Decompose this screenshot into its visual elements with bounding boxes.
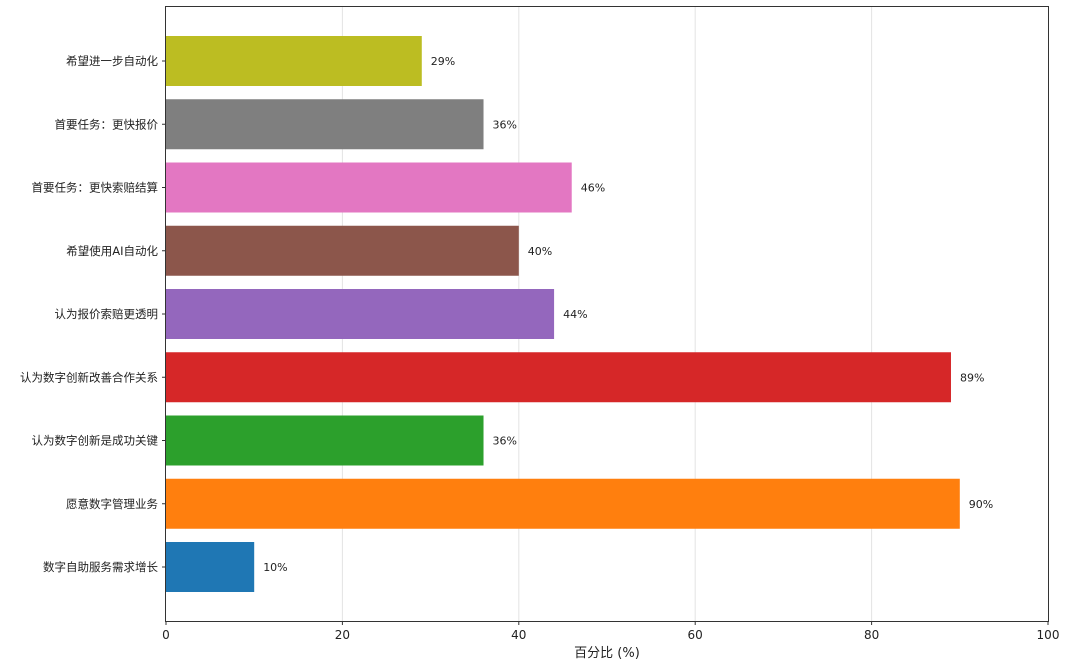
bars-layer xyxy=(166,36,960,592)
y-tick-label: 认为报价索赔更透明 xyxy=(55,307,159,321)
bar-value-label: 46% xyxy=(581,182,605,195)
x-tick-label: 60 xyxy=(688,628,703,642)
y-tick-label: 数字自助服务需求增长 xyxy=(43,560,158,574)
bar xyxy=(166,162,572,213)
bar-value-label: 89% xyxy=(960,371,984,384)
bar-value-label: 36% xyxy=(493,118,517,131)
x-axis-label: 百分比 (%) xyxy=(574,646,640,661)
x-tick-label: 20 xyxy=(335,628,350,642)
bar xyxy=(166,36,422,86)
x-tick-label: 0 xyxy=(162,628,170,642)
y-tick-label: 首要任务：更快索赔结算 xyxy=(32,181,159,195)
y-tick-label: 认为数字创新是成功关键 xyxy=(32,434,159,448)
y-tick-label: 希望进一步自动化 xyxy=(66,54,158,68)
x-tick-label: 80 xyxy=(864,628,879,642)
x-tick-label: 100 xyxy=(1037,628,1060,642)
y-tick-label: 首要任务：更快报价 xyxy=(55,117,159,131)
bar-value-label: 90% xyxy=(969,498,993,511)
bar xyxy=(166,289,555,339)
bar-value-label: 29% xyxy=(431,55,455,68)
bar xyxy=(166,99,484,150)
bar xyxy=(166,225,519,276)
bar xyxy=(166,478,960,529)
y-tick-label: 希望使用AI自动化 xyxy=(66,244,158,258)
bar-value-label: 10% xyxy=(263,561,287,574)
bar xyxy=(166,352,951,403)
plot-frame xyxy=(165,6,1049,622)
bar xyxy=(166,542,255,592)
y-tick-labels-layer: 数字自助服务需求增长 愿意数字管理业务 认为数字创新是成功关键 认为数字创新改善合作关… xyxy=(20,54,166,574)
bar xyxy=(166,415,484,466)
y-tick-label: 认为数字创新改善合作关系 xyxy=(20,370,158,384)
x-tick-label: 40 xyxy=(511,628,526,642)
bar-value-label: 40% xyxy=(528,245,552,258)
y-tick-label: 愿意数字管理业务 xyxy=(66,497,158,511)
bar-value-label: 44% xyxy=(563,308,587,321)
bar-value-label: 36% xyxy=(493,435,517,448)
value-labels-layer: 10% 90% 36% 89% 44% 40% 46% 36% 29% xyxy=(263,55,993,574)
x-ticks-layer: 0 20 40 60 80 100 xyxy=(162,621,1059,642)
